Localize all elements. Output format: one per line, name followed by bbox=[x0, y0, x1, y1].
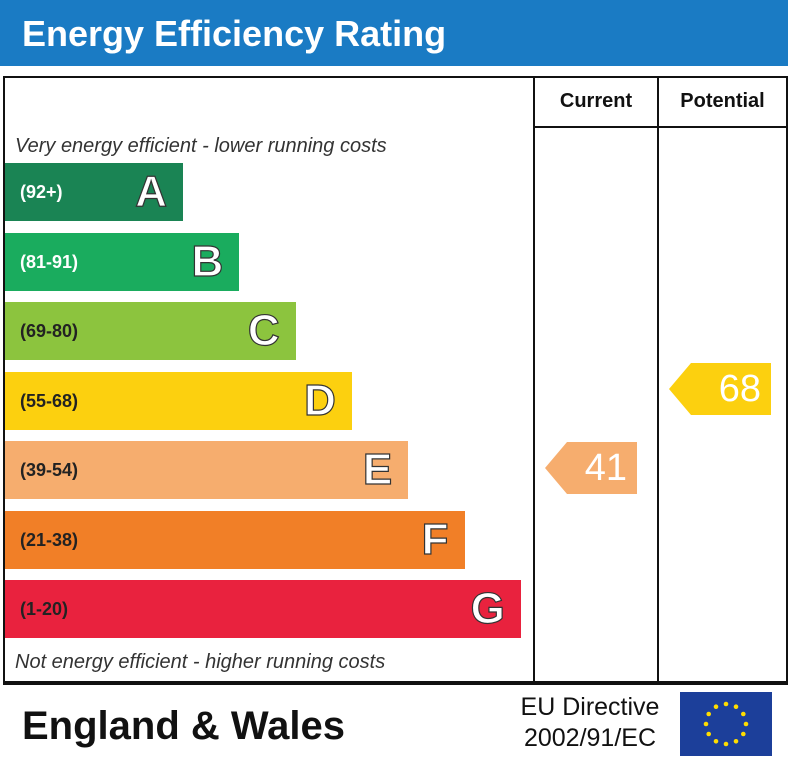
divider-footer bbox=[3, 683, 788, 685]
divider-header bbox=[533, 126, 788, 128]
directive-line-2: 2002/91/EC bbox=[523, 724, 657, 752]
band-letter: A bbox=[135, 166, 168, 216]
potential-rating-value: 68 bbox=[718, 367, 761, 410]
band-g: (1-20) G bbox=[5, 580, 521, 638]
note-bottom: Not energy efficient - higher running co… bbox=[15, 651, 386, 673]
band-range: (81-91) bbox=[20, 251, 79, 272]
footer-country: England & Wales bbox=[22, 704, 346, 748]
directive-line-1: EU Directive bbox=[520, 693, 660, 721]
band-letter: B bbox=[191, 236, 224, 286]
footer-directive: EU Directive 2002/91/EC bbox=[505, 692, 675, 754]
band-letter: D bbox=[304, 375, 337, 425]
potential-rating-arrow: 68 bbox=[669, 362, 771, 415]
band-letter: F bbox=[421, 514, 449, 564]
page-title: Energy Efficiency Rating bbox=[22, 13, 447, 54]
band-range: (55-68) bbox=[20, 390, 79, 411]
band-range: (1-20) bbox=[20, 599, 69, 619]
column-potential-header: Potential bbox=[680, 90, 765, 112]
eu-flag-icon bbox=[680, 692, 772, 756]
band-range: (69-80) bbox=[20, 321, 79, 341]
band-d: (55-68) D bbox=[5, 371, 352, 430]
note-top: Very energy efficient - lower running co… bbox=[15, 135, 387, 157]
band-a: (92+) A bbox=[5, 163, 183, 221]
header-bar: Energy Efficiency Rating bbox=[0, 0, 788, 66]
band-c: (69-80) C bbox=[5, 302, 296, 360]
current-rating-value: 41 bbox=[584, 447, 627, 489]
band-e: (39-54) E bbox=[5, 441, 409, 499]
band-range: (92+) bbox=[20, 182, 63, 202]
current-rating-arrow: 41 bbox=[545, 442, 637, 494]
rating-frame bbox=[3, 76, 788, 683]
band-letter: E bbox=[362, 444, 393, 494]
band-letter: C bbox=[247, 305, 280, 355]
band-b: (81-91) B bbox=[5, 232, 240, 291]
divider-current bbox=[533, 76, 535, 683]
band-letter: G bbox=[470, 583, 505, 633]
column-current-header: Current bbox=[559, 90, 633, 112]
divider-potential bbox=[657, 76, 659, 683]
band-range: (21-38) bbox=[20, 529, 79, 550]
band-f: (21-38) F bbox=[5, 510, 465, 569]
band-range: (39-54) bbox=[20, 460, 79, 480]
